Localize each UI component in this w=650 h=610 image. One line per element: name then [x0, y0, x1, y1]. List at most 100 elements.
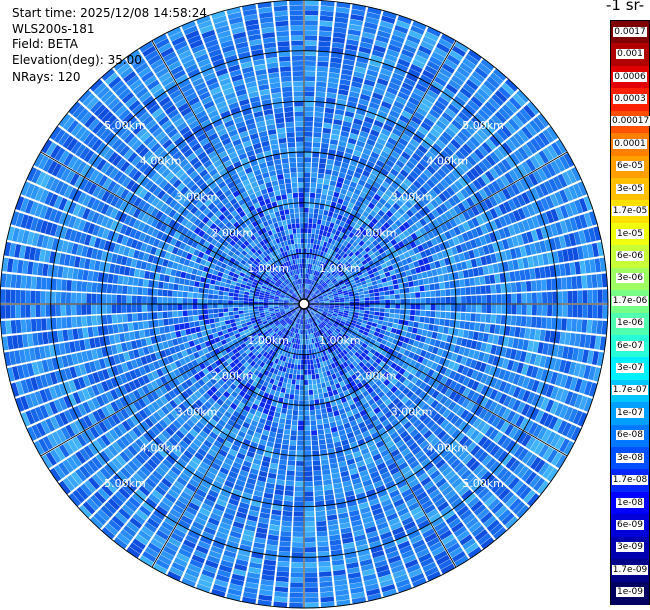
ray-gate	[426, 537, 440, 548]
ray-gate	[242, 591, 257, 599]
ray-gate	[338, 295, 344, 299]
ray-gate	[392, 397, 401, 406]
ray-gate	[440, 419, 450, 429]
ray-gate	[354, 309, 360, 313]
ray-gate	[314, 342, 318, 348]
ray-gate	[256, 320, 263, 325]
ray-gate	[206, 555, 221, 564]
ray-gate	[334, 336, 340, 342]
ray-gate	[298, 405, 304, 411]
ray-gate	[199, 396, 207, 404]
ray-gate	[225, 545, 238, 554]
ray-gate	[285, 317, 290, 322]
ray-gate	[164, 373, 172, 382]
ray-gate	[273, 499, 283, 506]
ray-gate	[481, 304, 487, 313]
ray-gate	[134, 412, 144, 423]
ray-gate	[329, 352, 335, 358]
ray-gate	[369, 273, 375, 279]
ray-gate	[317, 250, 321, 256]
ray-gate	[362, 402, 370, 409]
ray-gate	[508, 477, 520, 490]
ray-gate	[403, 264, 410, 271]
ray-gate	[116, 533, 131, 546]
ray-gate	[164, 392, 173, 402]
ray-gate	[292, 542, 304, 548]
ray-gate	[468, 75, 482, 87]
ray-gate	[281, 312, 286, 316]
ray-gate	[422, 416, 432, 426]
ray-gate	[411, 406, 421, 415]
ray-gate	[324, 317, 330, 322]
ray-gate	[485, 254, 493, 265]
ray-gate	[437, 168, 447, 178]
ray-gate	[315, 337, 319, 343]
ray-gate	[344, 347, 351, 353]
ray-gate	[398, 375, 407, 384]
ray-gate	[390, 522, 403, 531]
ray-gate	[381, 101, 392, 110]
ray-gate	[389, 489, 400, 498]
ray-gate	[354, 230, 362, 237]
ray-gate	[323, 332, 328, 338]
ray-gate	[501, 82, 515, 96]
ray-gate	[501, 437, 512, 450]
ray-gate	[307, 233, 312, 239]
ray-gate	[479, 362, 487, 373]
ray-gate	[306, 344, 309, 350]
ray-gate	[382, 10, 397, 20]
ray-gate	[489, 72, 504, 85]
ray-gate	[315, 96, 325, 103]
ray-gate	[119, 451, 131, 463]
ray-gate	[417, 144, 428, 154]
ray-gate	[337, 255, 342, 261]
ray-gate	[230, 335, 237, 341]
ray-gate	[141, 526, 155, 538]
ray-gate	[350, 332, 357, 337]
ray-gate	[429, 128, 441, 139]
ray-gate	[180, 543, 194, 554]
ray-gate	[375, 300, 380, 304]
ray-gate	[305, 339, 309, 345]
ray-gate	[334, 273, 340, 279]
ray-gate	[421, 403, 430, 412]
ray-gate	[402, 362, 409, 370]
ray-gate	[341, 274, 347, 279]
ray-gate	[131, 441, 142, 453]
ray-gate	[132, 389, 142, 400]
ray-gate	[461, 232, 470, 242]
ray-gate	[305, 294, 308, 300]
ray-gate	[316, 336, 321, 342]
ray-gate	[250, 420, 259, 427]
ray-gate	[367, 317, 374, 323]
ray-gate	[352, 287, 358, 291]
ray-gate	[488, 195, 498, 207]
ray-gate	[448, 390, 458, 400]
ray-gate	[271, 356, 277, 363]
ray-gate	[439, 282, 445, 290]
ray-gate	[198, 484, 209, 494]
ray-gate	[241, 334, 247, 340]
ray-gate	[389, 206, 397, 214]
ray-gate	[395, 578, 411, 588]
ray-gate	[525, 123, 537, 137]
ray-gate	[305, 20, 318, 26]
ray-gate	[172, 378, 181, 387]
ray-gate	[422, 69, 435, 80]
ray-gate	[328, 185, 335, 192]
ray-gate	[119, 385, 128, 396]
ray-gate	[258, 390, 265, 397]
ray-gate	[273, 346, 279, 353]
ray-gate	[188, 478, 200, 488]
ray-gate	[309, 301, 314, 303]
ray-gate	[315, 229, 320, 235]
ray-gate	[454, 180, 464, 191]
ray-gate	[304, 420, 310, 426]
ray-gate	[512, 210, 522, 222]
ray-gate	[286, 324, 291, 330]
ray-gate	[246, 358, 253, 364]
ray-gate	[420, 476, 432, 487]
ray-gate	[212, 402, 221, 410]
ray-gate	[236, 368, 243, 376]
ray-gate	[396, 173, 406, 182]
